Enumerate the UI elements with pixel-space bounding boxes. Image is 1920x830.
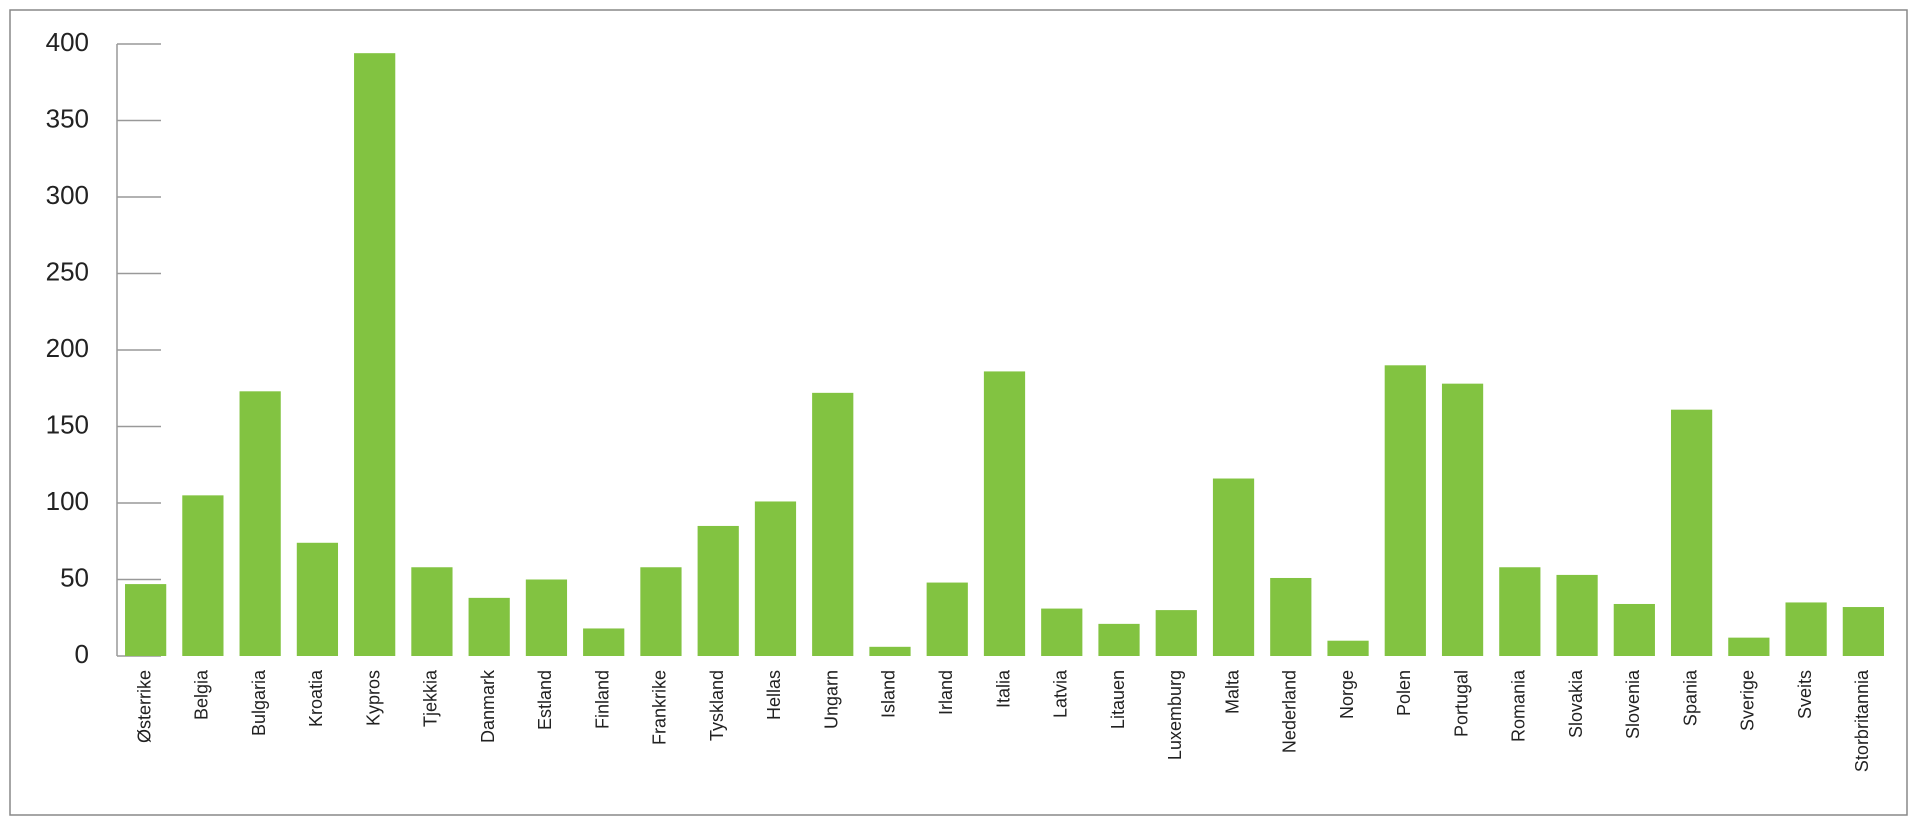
bar <box>1728 637 1770 656</box>
y-tick-label: 0 <box>75 639 89 669</box>
bar <box>869 646 911 656</box>
bar <box>182 495 224 656</box>
x-tick-label: Estland <box>535 670 555 730</box>
bar <box>239 391 281 656</box>
bar <box>1499 567 1541 656</box>
y-tick-label: 150 <box>46 409 89 439</box>
x-tick-label: Storbritannia <box>1852 669 1872 772</box>
bar <box>468 597 510 656</box>
x-tick-label: Finland <box>592 670 612 729</box>
bar <box>1441 383 1484 656</box>
bar <box>296 542 339 656</box>
y-tick-label: 350 <box>46 103 89 133</box>
x-tick-label: Bulgaria <box>249 669 269 736</box>
y-tick-label: 250 <box>46 256 89 286</box>
x-tick-label: Litauen <box>1108 670 1128 729</box>
x-tick-label: Belgia <box>192 669 212 720</box>
x-tick-label: Island <box>879 670 899 718</box>
x-tick-label: Latvia <box>1051 669 1071 718</box>
x-tick-label: Sveits <box>1795 670 1815 719</box>
bar <box>697 525 739 656</box>
x-tick-label: Kypros <box>363 670 383 726</box>
bar <box>1785 602 1827 656</box>
x-tick-label: Tjekkia <box>421 669 441 727</box>
bar <box>1384 365 1426 656</box>
x-tick-label: Østerrike <box>134 670 154 743</box>
bar <box>1556 574 1598 656</box>
bar <box>411 567 453 656</box>
x-tick-label: Hellas <box>764 670 784 720</box>
bar <box>1327 640 1369 656</box>
x-tick-label: Malta <box>1222 669 1242 714</box>
y-tick-label: 50 <box>60 562 89 592</box>
x-tick-label: Norge <box>1337 670 1357 719</box>
bar <box>525 579 568 656</box>
x-tick-label: Ungarn <box>821 670 841 729</box>
x-tick-label: Italia <box>993 669 1013 708</box>
bar <box>812 392 854 656</box>
y-tick-label: 100 <box>46 486 89 516</box>
x-tick-label: Kroatia <box>306 669 326 727</box>
x-tick-label: Nederland <box>1280 670 1300 753</box>
bar <box>640 567 682 656</box>
y-tick-label: 400 <box>46 27 89 57</box>
x-tick-label: Danmark <box>478 669 498 743</box>
x-tick-label: Romania <box>1509 669 1529 742</box>
bar <box>1041 608 1083 656</box>
chart-frame <box>9 9 1908 816</box>
bar <box>1842 607 1884 656</box>
bar <box>125 584 167 656</box>
y-tick-label: 200 <box>46 333 89 363</box>
x-tick-label: Spania <box>1680 669 1700 726</box>
bar <box>354 53 396 657</box>
bar <box>1613 603 1655 656</box>
bar <box>1212 478 1255 656</box>
bar <box>983 371 1026 656</box>
x-tick-label: Tyskland <box>707 670 727 741</box>
x-tick-label: Portugal <box>1451 670 1471 737</box>
bar <box>1155 610 1197 656</box>
bar <box>583 628 625 656</box>
x-tick-label: Slovenia <box>1623 669 1643 739</box>
bar <box>754 501 797 656</box>
bar <box>1670 409 1713 656</box>
bar <box>1270 577 1312 656</box>
x-tick-label: Luxemburg <box>1165 670 1185 760</box>
x-tick-label: Irland <box>936 670 956 715</box>
x-tick-label: Frankrike <box>650 670 670 745</box>
bar <box>1098 623 1140 656</box>
x-tick-label: Sverige <box>1738 670 1758 731</box>
x-tick-label: Slovakia <box>1566 669 1586 738</box>
y-tick-label: 300 <box>46 180 89 210</box>
x-tick-label: Polen <box>1394 670 1414 716</box>
bar <box>926 582 968 656</box>
